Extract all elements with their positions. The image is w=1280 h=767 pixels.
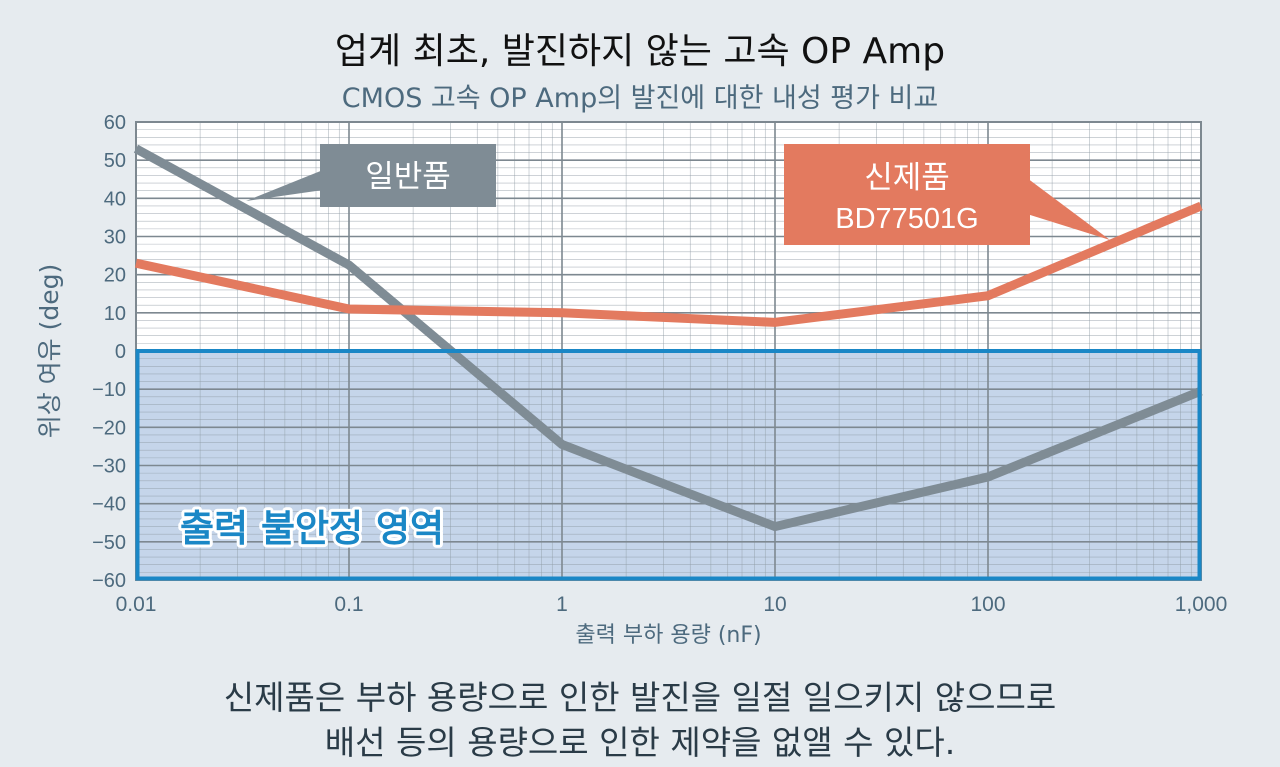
new-callout-box	[784, 144, 1030, 245]
unstable-region-label: 출력 불안정 영역	[180, 507, 444, 550]
series-line-standard	[133, 144, 1203, 532]
y-tick-label: 50	[104, 150, 126, 172]
new-callout-model: BD77501G	[835, 203, 979, 235]
standard-callout-pointer	[246, 170, 323, 201]
y-tick-label: −40	[92, 494, 126, 516]
footer-line-1: 신제품은 부하 용량으로 인한 발진을 일절 일으키지 않으므로	[223, 678, 1057, 717]
x-tick-label: 10	[763, 593, 786, 616]
x-tick-label: 1,000	[1175, 593, 1228, 616]
x-tick-label: 1	[556, 593, 568, 616]
x-axis-label: 출력 부하 용량 (nF)	[575, 623, 761, 648]
y-tick-label: 10	[104, 303, 126, 325]
y-tick-label: −50	[92, 532, 126, 554]
unstable-region-border	[135, 349, 1202, 581]
y-tick-label: 20	[104, 265, 126, 287]
y-tick-label: 60	[104, 112, 126, 134]
y-tick-label: 30	[104, 227, 126, 249]
new-callout-pointer	[1027, 178, 1110, 240]
page-title: 업계 최초, 발진하지 않는 고속 OP Amp	[334, 31, 946, 72]
x-tick-label: 0.1	[334, 593, 363, 616]
y-tick-label: 40	[104, 188, 126, 210]
standard-callout-box	[320, 144, 496, 207]
y-tick-label: −10	[92, 379, 126, 401]
y-tick-label: −60	[92, 570, 126, 592]
y-tick-label: 0	[115, 341, 126, 363]
x-tick-label: 0.01	[116, 593, 157, 616]
y-tick-label: −20	[92, 417, 126, 439]
new-callout-label: 신제품	[864, 160, 950, 196]
series-line-new	[135, 201, 1203, 327]
x-tick-label: 100	[970, 593, 1005, 616]
chart-subtitle: CMOS 고속 OP Amp의 발진에 대한 내성 평가 비교	[341, 83, 939, 114]
standard-callout-label: 일반품	[365, 159, 451, 195]
footer-line-2: 배선 등의 용량으로 인한 제약을 없앨 수 있다.	[324, 723, 956, 762]
y-axis-label: 위상 여유 (deg)	[35, 264, 64, 439]
y-tick-label: −30	[92, 456, 126, 478]
